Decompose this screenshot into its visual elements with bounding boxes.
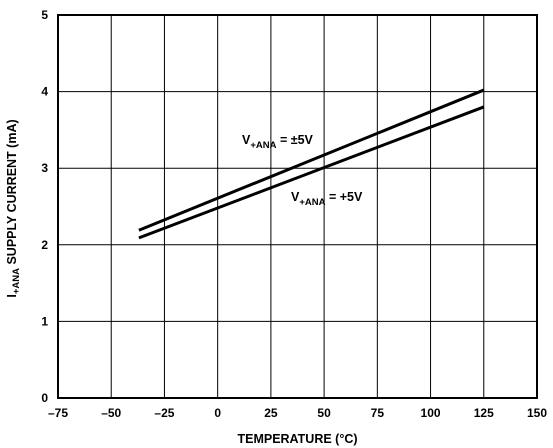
series-line-single-supply xyxy=(138,105,485,240)
series-label-dual-supply-main: V xyxy=(242,133,251,147)
series-label-dual-supply-rest: = ±5V xyxy=(276,133,313,147)
x-tick-label: 150 xyxy=(527,406,547,420)
series-label-single-supply-subscript: +ANA xyxy=(299,197,325,208)
y-axis-label-subscript: +ANA xyxy=(11,268,22,294)
x-axis-label: TEMPERATURE (°C) xyxy=(237,432,357,446)
x-tick-label: –25 xyxy=(154,406,174,420)
series-label-dual-supply: V+ANA = ±5V xyxy=(242,133,314,151)
x-tick-label: 125 xyxy=(474,406,494,420)
y-axis-label: I+ANA SUPPLY CURRENT (mA) xyxy=(5,119,22,297)
x-tick-label: 75 xyxy=(371,406,385,420)
series-label-single-supply-main: V xyxy=(291,190,300,204)
series-line-dual-supply xyxy=(138,88,485,232)
x-tick-label: 50 xyxy=(317,406,331,420)
x-tick-label: 100 xyxy=(421,406,441,420)
y-axis-label-rest: SUPPLY CURRENT (mA) xyxy=(5,119,19,268)
y-tick-labels: 0 1 2 3 4 5 xyxy=(41,8,48,405)
y-tick-label: 5 xyxy=(41,8,48,22)
x-tick-label: 0 xyxy=(214,406,221,420)
x-tick-label: –50 xyxy=(101,406,121,420)
x-tick-labels: –75 –50 –25 0 25 50 75 100 125 150 xyxy=(48,406,547,420)
x-tick-label: –75 xyxy=(48,406,68,420)
y-tick-label: 2 xyxy=(41,238,48,252)
y-tick-label: 3 xyxy=(41,161,48,175)
grid xyxy=(58,15,537,398)
y-axis-label-main: I xyxy=(5,294,19,297)
series-group xyxy=(138,88,485,240)
x-tick-label: 25 xyxy=(264,406,278,420)
series-label-dual-supply-subscript: +ANA xyxy=(250,140,276,151)
y-tick-label: 1 xyxy=(41,314,48,328)
series-label-single-supply: V+ANA = +5V xyxy=(291,190,363,208)
plot-area-frame xyxy=(57,14,538,399)
y-tick-label: 0 xyxy=(41,391,48,405)
y-tick-label: 4 xyxy=(41,85,48,99)
series-label-single-supply-rest: = +5V xyxy=(325,190,362,204)
